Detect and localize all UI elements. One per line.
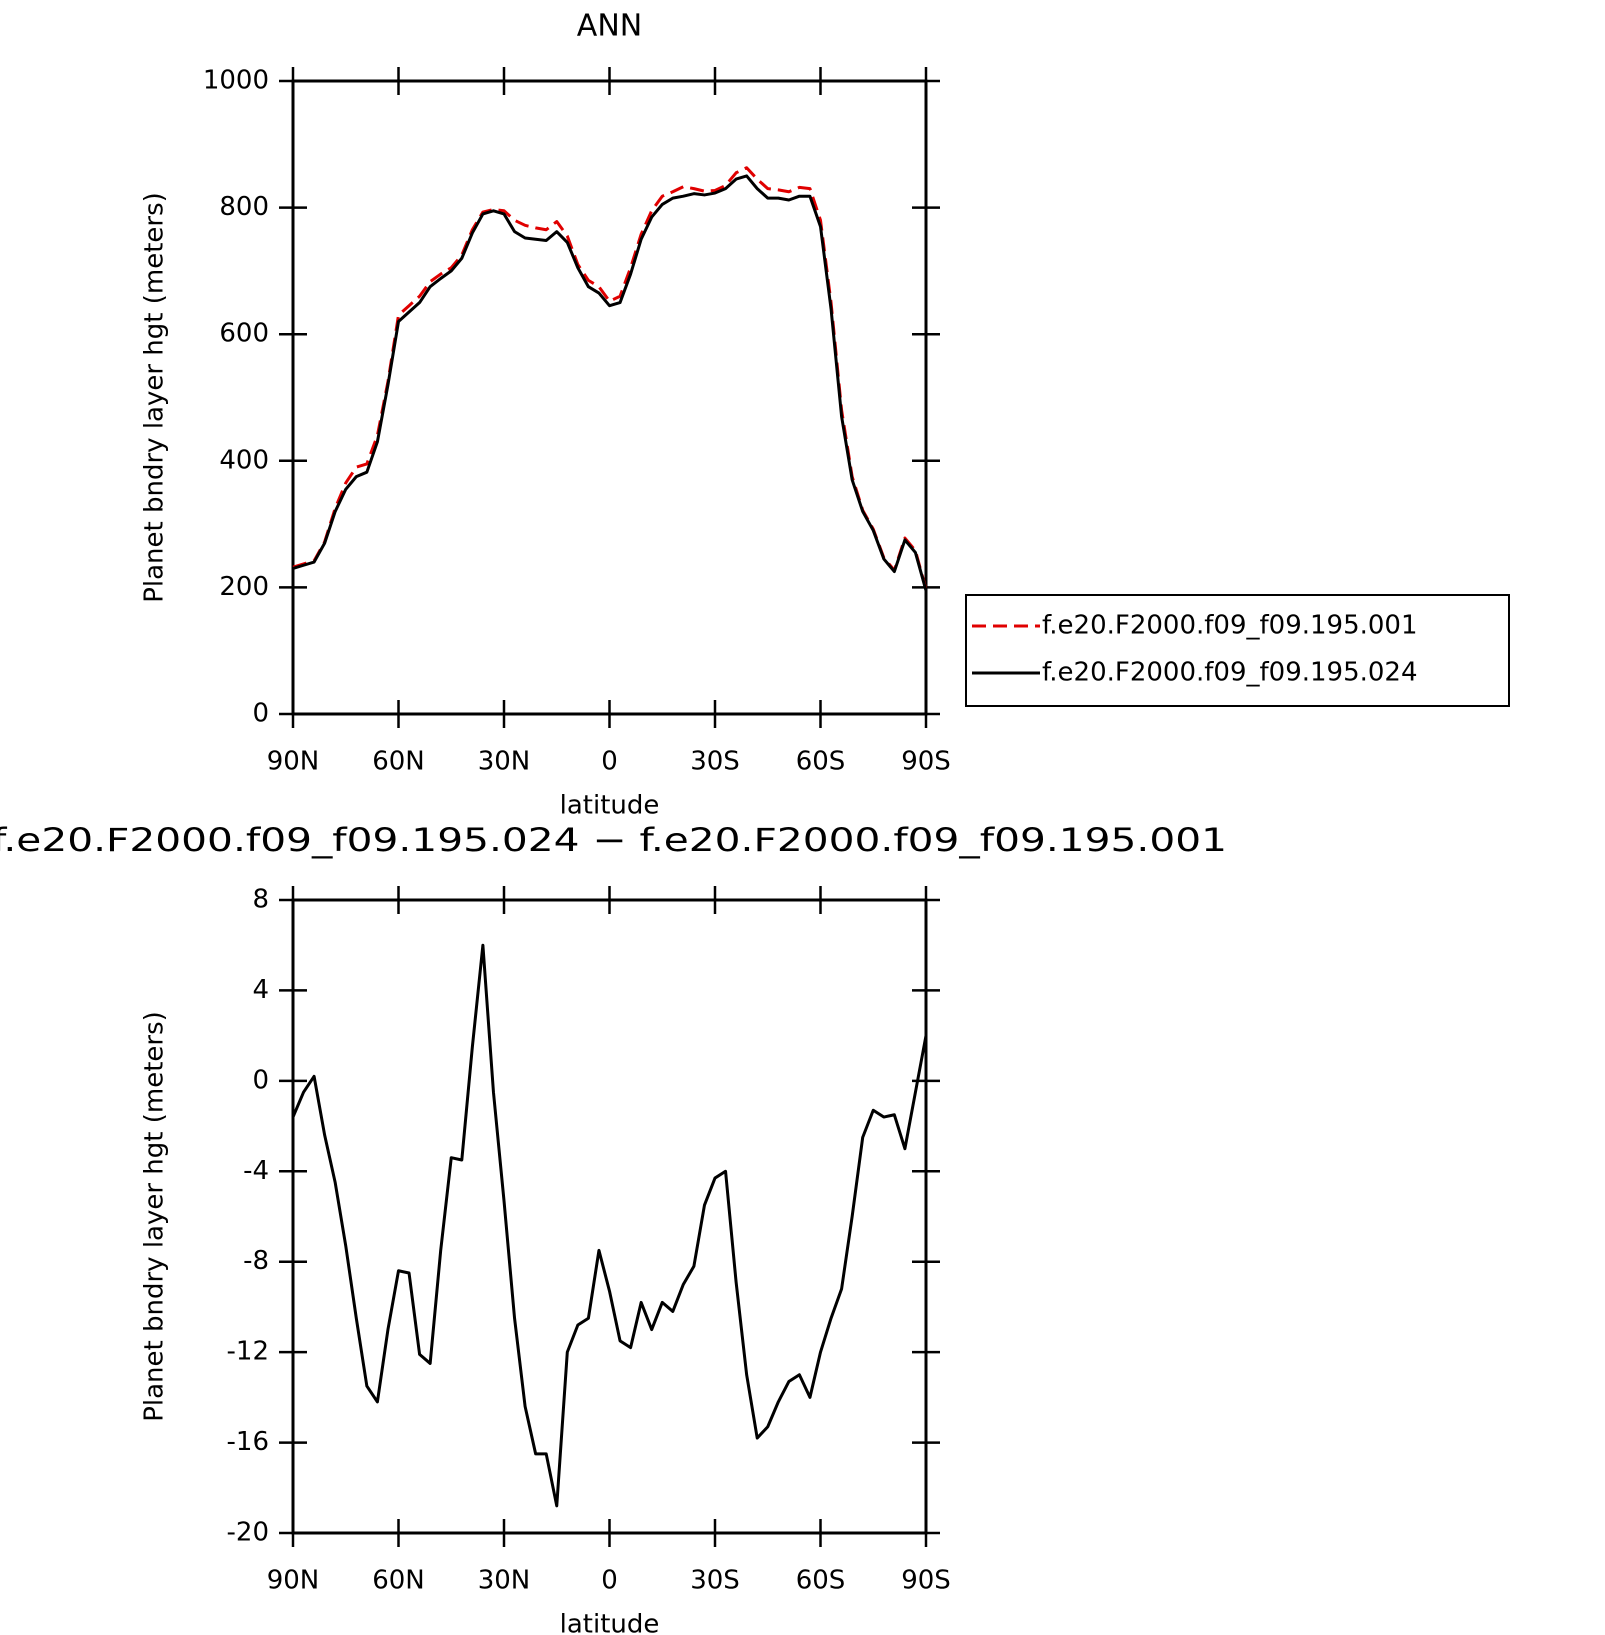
y-tick-label: 200 bbox=[219, 572, 269, 602]
y-tick-label: 600 bbox=[219, 319, 269, 349]
data-line bbox=[292, 174, 928, 591]
x-tick-label: 60N bbox=[372, 747, 425, 777]
x-tick-label: 60S bbox=[796, 1566, 846, 1596]
data-line bbox=[291, 943, 928, 1508]
plot-frame bbox=[291, 79, 928, 716]
x-tick-label: 0 bbox=[601, 1566, 618, 1596]
y-tick-label: 8 bbox=[252, 885, 269, 915]
y-tick-label: -20 bbox=[227, 1518, 269, 1548]
y-tick-label: -8 bbox=[243, 1246, 269, 1276]
y-tick-label: -4 bbox=[243, 1156, 269, 1186]
y-tick-label: 800 bbox=[219, 192, 269, 222]
x-tick-label: 30N bbox=[478, 747, 531, 777]
data-line bbox=[292, 166, 928, 590]
x-tick-label: 0 bbox=[601, 747, 618, 777]
x-tick-label: 30S bbox=[690, 1566, 740, 1596]
y-tick-label: 0 bbox=[252, 1065, 269, 1095]
x-axis-label: latitude bbox=[560, 791, 660, 821]
y-axis-label: Planet bndry layer hgt (meters) bbox=[140, 192, 170, 603]
chart-title: ANN bbox=[577, 9, 642, 44]
x-tick-label: 90S bbox=[901, 747, 951, 777]
y-tick-label: -12 bbox=[227, 1337, 269, 1367]
y-tick-label: 4 bbox=[252, 975, 269, 1005]
plot-frame bbox=[291, 898, 928, 1535]
legend-label: f.e20.F2000.f09_f09.195.001 bbox=[1042, 611, 1418, 641]
y-tick-label: 400 bbox=[219, 445, 269, 475]
x-tick-label: 90S bbox=[901, 1566, 951, 1596]
y-tick-label: -16 bbox=[227, 1427, 269, 1457]
x-axis-label: latitude bbox=[560, 1610, 660, 1635]
x-tick-label: 30S bbox=[690, 747, 740, 777]
chart-title: f.e20.F2000.f09_f09.195.024 − f.e20.F200… bbox=[0, 821, 1227, 859]
x-tick-label: 90N bbox=[267, 747, 320, 777]
y-axis-label: Planet bndry layer hgt (meters) bbox=[140, 1011, 170, 1422]
y-tick-label: 1000 bbox=[203, 66, 269, 96]
x-tick-label: 60N bbox=[372, 1566, 425, 1596]
legend-box bbox=[965, 594, 1510, 707]
legend-label: f.e20.F2000.f09_f09.195.024 bbox=[1042, 658, 1418, 688]
x-tick-label: 60S bbox=[796, 747, 846, 777]
x-tick-label: 30N bbox=[478, 1566, 531, 1596]
x-tick-label: 90N bbox=[267, 1566, 320, 1596]
y-tick-label: 0 bbox=[252, 699, 269, 729]
